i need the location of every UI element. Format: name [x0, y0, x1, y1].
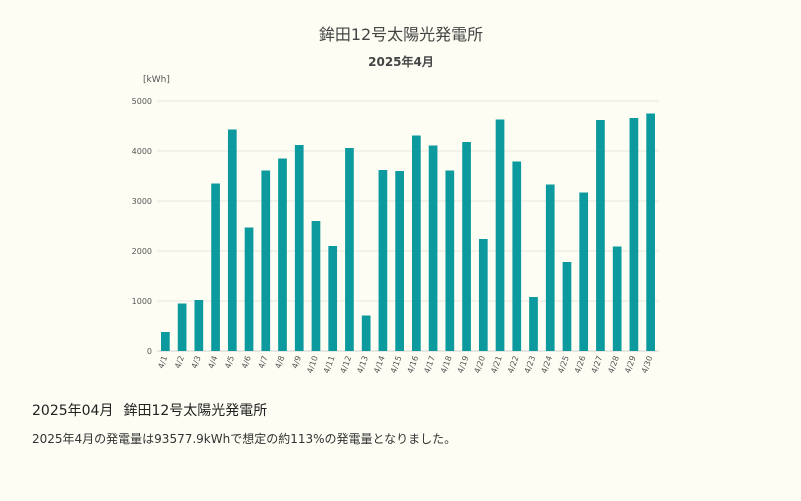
y-axis-unit-label: [kWh]: [143, 75, 170, 85]
bar: [261, 170, 271, 351]
bar: [328, 246, 338, 351]
x-tick-label: 4/10: [305, 355, 320, 375]
x-axis-ticks: 4/1 4/2 4/3 4/4 4/5 4/6 4/7 4/8 4/9 4/10 4/11 4/12 4…: [156, 355, 654, 375]
bar: [646, 113, 655, 351]
bar: [177, 303, 187, 351]
bar: [579, 192, 589, 351]
bar: [462, 142, 471, 351]
bar: [495, 119, 505, 351]
x-tick-label: 4/11: [322, 355, 337, 375]
generation-bar-chart: 鉾田12号太陽光発電所 2025年4月 [kWh] 0 1000 2000 3000 4…: [132, 25, 659, 375]
x-tick-label: 4/12: [339, 355, 354, 375]
bar: [378, 170, 388, 351]
x-tick-label: 4/14: [372, 355, 387, 375]
x-tick-label: 4/7: [257, 355, 270, 370]
x-tick-label: 4/28: [606, 355, 621, 375]
y-tick-label: 2000: [132, 247, 152, 256]
x-tick-label: 4/25: [556, 355, 571, 375]
bar: [211, 183, 220, 351]
summary-heading: 2025年04月 鉾田12号太陽光発電所: [32, 400, 267, 420]
x-tick-label: 4/8: [274, 355, 287, 370]
x-tick-label: 4/22: [506, 355, 521, 375]
y-tick-label: 4000: [132, 147, 152, 156]
y-axis-ticks: 0 1000 2000 3000 4000 5000: [132, 97, 152, 356]
x-tick-label: 4/3: [190, 355, 203, 370]
x-tick-label: 4/16: [406, 355, 421, 375]
chart-subtitle: 2025年4月: [368, 54, 434, 69]
x-tick-label: 4/24: [540, 355, 555, 375]
y-tick-label: 5000: [132, 97, 152, 106]
x-tick-label: 4/15: [389, 355, 404, 375]
bar: [361, 315, 371, 351]
y-tick-label: 3000: [132, 197, 152, 206]
x-tick-label: 4/4: [207, 355, 220, 370]
x-tick-label: 4/26: [573, 355, 588, 375]
x-tick-label: 4/13: [355, 355, 370, 375]
x-tick-label: 4/21: [489, 355, 504, 375]
x-tick-label: 4/23: [523, 355, 538, 375]
x-tick-label: 4/5: [223, 355, 236, 370]
bar: [345, 148, 354, 351]
bar: [428, 145, 438, 351]
bar: [244, 227, 254, 351]
bar: [445, 170, 455, 351]
bar: [562, 262, 572, 351]
bar-series: [161, 113, 655, 351]
bar: [278, 158, 287, 351]
x-tick-label: 4/20: [473, 355, 488, 375]
bar: [311, 221, 321, 351]
summary-plant-name: 鉾田12号太陽光発電所: [123, 403, 268, 419]
bar: [478, 239, 488, 351]
x-tick-label: 4/30: [640, 355, 655, 375]
x-tick-label: 4/2: [173, 355, 186, 370]
chart-title: 鉾田12号太陽光発電所: [319, 25, 483, 44]
summary-description: 2025年4月の発電量は93577.9kWhで想定の約113%の発電量となりまし…: [32, 432, 457, 446]
bar: [529, 297, 538, 351]
bar: [161, 332, 170, 351]
y-tick-label: 1000: [132, 297, 152, 306]
summary-month: 2025年04月: [32, 403, 114, 419]
x-tick-label: 4/19: [456, 355, 471, 375]
bar: [596, 120, 605, 351]
x-tick-label: 4/6: [240, 355, 253, 370]
bar: [294, 145, 304, 351]
x-tick-label: 4/1: [156, 355, 169, 370]
bar: [412, 135, 421, 351]
bar: [512, 161, 522, 351]
grid-lines: [157, 100, 659, 352]
x-tick-label: 4/27: [590, 355, 605, 375]
x-tick-label: 4/29: [623, 355, 638, 375]
bar: [612, 246, 622, 351]
bar: [227, 129, 237, 351]
y-tick-label: 0: [147, 347, 152, 356]
x-tick-label: 4/9: [290, 355, 303, 370]
bar: [395, 171, 404, 351]
bar: [629, 118, 639, 351]
x-tick-label: 4/17: [422, 355, 437, 375]
bar: [194, 300, 204, 351]
bar: [545, 184, 555, 351]
x-tick-label: 4/18: [439, 355, 454, 375]
